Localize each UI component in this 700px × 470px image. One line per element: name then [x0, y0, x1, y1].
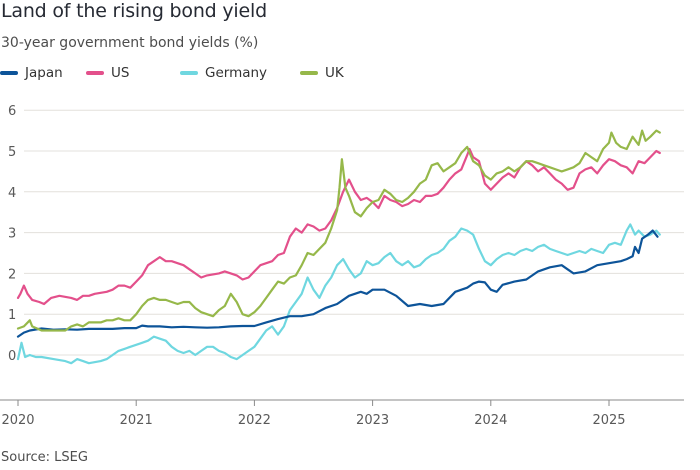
- x-tick-label: 2022: [238, 413, 271, 428]
- y-tick-label: 1: [8, 308, 16, 323]
- legend-item-uk: UK: [300, 65, 344, 81]
- series-line-us: [16, 147, 661, 306]
- legend-item-japan: Japan: [0, 65, 86, 81]
- legend-item-germany: Germany: [180, 65, 300, 81]
- source-note: Source: LSEG: [1, 450, 88, 465]
- y-tick-label: 0: [8, 349, 16, 364]
- legend-label-germany: Germany: [205, 65, 268, 81]
- x-tick-label: 2023: [356, 413, 389, 428]
- x-tick-label: 2020: [1, 413, 34, 428]
- legend-label-uk: UK: [325, 65, 344, 81]
- chart-subtitle: 30-year government bond yields (%): [1, 35, 259, 51]
- chart-title: Land of the rising bond yield: [1, 0, 267, 22]
- x-tick-label: 2025: [592, 413, 625, 428]
- legend-swatch-us: [86, 71, 104, 75]
- series-line-japan: [16, 229, 659, 338]
- y-tick-label: 2: [8, 267, 16, 282]
- series-line-germany: [16, 223, 661, 365]
- y-tick-label: 4: [8, 186, 16, 201]
- x-tick-label: 2021: [120, 413, 153, 428]
- legend-item-us: US: [86, 65, 180, 81]
- legend-swatch-germany: [180, 71, 198, 75]
- legend-label-us: US: [111, 65, 130, 81]
- legend-swatch-japan: [0, 71, 18, 75]
- legend-swatch-uk: [300, 71, 318, 75]
- y-tick-label: 6: [8, 104, 16, 119]
- y-tick-label: 3: [8, 227, 16, 242]
- y-tick-label: 5: [8, 145, 16, 160]
- legend-label-japan: Japan: [25, 65, 63, 81]
- chart-legend: Japan US Germany UK: [0, 65, 344, 81]
- x-tick-label: 2024: [474, 413, 507, 428]
- series-line-uk: [16, 129, 661, 332]
